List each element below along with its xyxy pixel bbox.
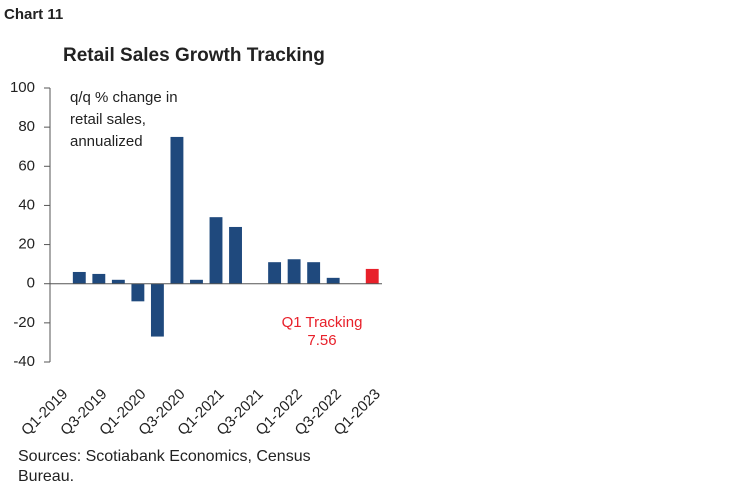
annotation: retail sales,: [70, 111, 146, 128]
y-tick-label: 80: [18, 118, 35, 135]
chart-title: Retail Sales Growth Tracking: [63, 45, 325, 66]
bar: [365, 268, 379, 284]
bar: [209, 217, 223, 284]
y-tick-label: -40: [13, 353, 35, 370]
bar: [150, 283, 164, 337]
bar: [190, 279, 203, 284]
bar: [131, 283, 145, 302]
y-tick-label: 0: [27, 275, 35, 292]
y-tick-label: 20: [18, 236, 35, 253]
bar: [268, 262, 282, 284]
bar: [92, 273, 106, 284]
y-tick-label: 40: [18, 196, 35, 213]
annotation: q/q % change in: [70, 89, 178, 106]
bar: [72, 271, 86, 284]
y-tick-label: 60: [18, 157, 35, 174]
bar: [326, 277, 340, 284]
source: Sources: Scotiabank Economics, Census: [18, 448, 311, 465]
source: Bureau.: [18, 468, 74, 483]
bar: [229, 226, 242, 284]
bar: [287, 259, 301, 284]
highlight-label: Q1 Tracking: [282, 314, 363, 331]
bar: [307, 262, 321, 284]
header: Chart 11: [4, 6, 63, 23]
annotation: annualized: [70, 133, 143, 150]
data-label: 7.56: [307, 332, 336, 349]
y-tick-label: -20: [13, 314, 35, 331]
bar: [170, 136, 184, 284]
y-tick-label: 100: [10, 79, 35, 96]
bar: [111, 279, 125, 284]
